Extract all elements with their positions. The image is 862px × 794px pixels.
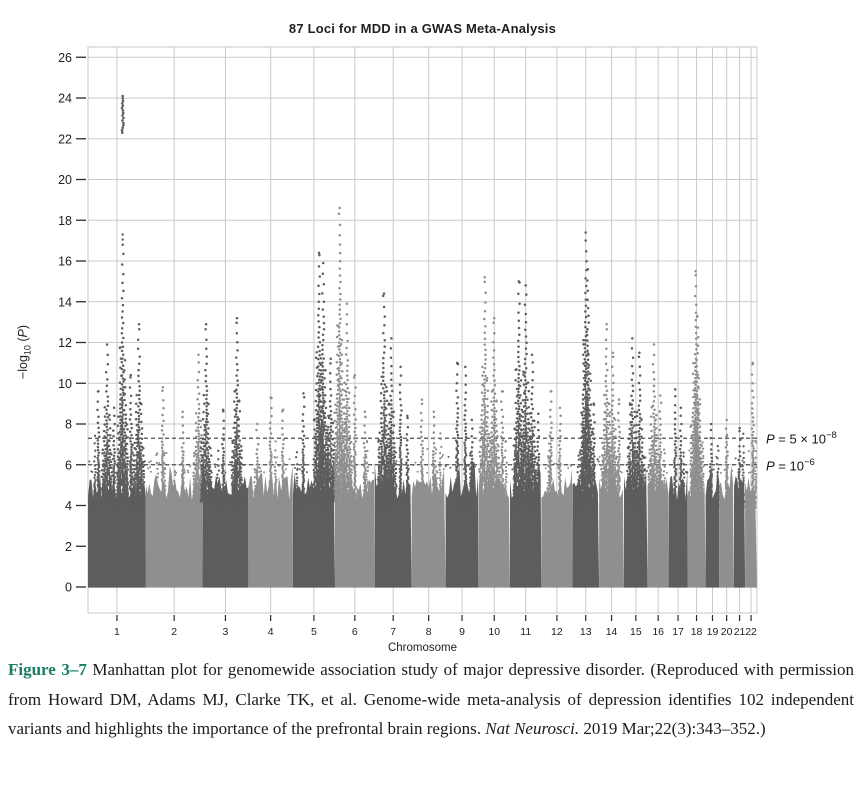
svg-text:26: 26: [58, 51, 72, 65]
svg-text:20: 20: [721, 626, 733, 638]
svg-text:12: 12: [58, 336, 72, 350]
svg-text:17: 17: [672, 626, 684, 638]
y-axis-label: −log10 (P): [15, 324, 33, 380]
svg-text:18: 18: [691, 626, 703, 638]
svg-text:6: 6: [65, 458, 72, 472]
svg-text:8: 8: [65, 418, 72, 432]
svg-text:22: 22: [58, 132, 72, 146]
svg-text:22: 22: [745, 626, 757, 638]
svg-text:3: 3: [223, 626, 229, 638]
svg-text:20: 20: [58, 173, 72, 187]
caption-citation: 2019 Mar;22(3):343–352.): [579, 719, 766, 738]
x-axis-label: Chromosome: [387, 642, 458, 654]
svg-text:11: 11: [520, 626, 531, 638]
svg-text:15: 15: [630, 626, 642, 638]
svg-text:24: 24: [58, 92, 72, 106]
threshold-label-suggestive: P = 10−6: [766, 457, 815, 474]
svg-text:13: 13: [580, 626, 592, 638]
svg-text:19: 19: [707, 626, 719, 638]
svg-text:4: 4: [268, 626, 274, 638]
svg-text:5: 5: [311, 626, 317, 638]
svg-text:14: 14: [606, 626, 618, 638]
svg-text:1: 1: [114, 626, 120, 638]
caption-text: Manhattan plot for genomewide associatio…: [8, 660, 854, 738]
chart-title: 87 Loci for MDD in a GWAS Meta-Analysis: [288, 21, 557, 36]
svg-text:12: 12: [551, 626, 563, 638]
svg-text:0: 0: [65, 581, 72, 595]
svg-text:8: 8: [426, 626, 432, 638]
svg-text:10: 10: [488, 626, 500, 638]
svg-text:4: 4: [65, 499, 72, 513]
figure-label: Figure 3–7: [8, 660, 87, 679]
svg-text:9: 9: [459, 626, 465, 638]
svg-text:21: 21: [734, 626, 746, 638]
svg-text:16: 16: [58, 255, 72, 269]
svg-text:7: 7: [390, 626, 396, 638]
svg-text:18: 18: [58, 214, 72, 228]
y-axis-label-subscript: 10: [22, 345, 33, 356]
figure-caption: Figure 3–7 Manhattan plot for genomewide…: [8, 655, 854, 744]
y-axis-label-text: −log: [15, 355, 30, 380]
svg-text:6: 6: [352, 626, 358, 638]
svg-text:2: 2: [171, 626, 177, 638]
svg-text:10: 10: [58, 377, 72, 391]
svg-text:16: 16: [652, 626, 664, 638]
threshold-label-genome-wide: P = 5 × 10−8: [766, 430, 837, 447]
svg-text:2: 2: [65, 540, 72, 554]
caption-journal: Nat Neurosci.: [485, 719, 580, 738]
svg-text:14: 14: [58, 295, 72, 309]
